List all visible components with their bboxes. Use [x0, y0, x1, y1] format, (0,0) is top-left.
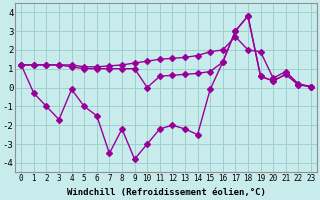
X-axis label: Windchill (Refroidissement éolien,°C): Windchill (Refroidissement éolien,°C) — [67, 188, 266, 197]
